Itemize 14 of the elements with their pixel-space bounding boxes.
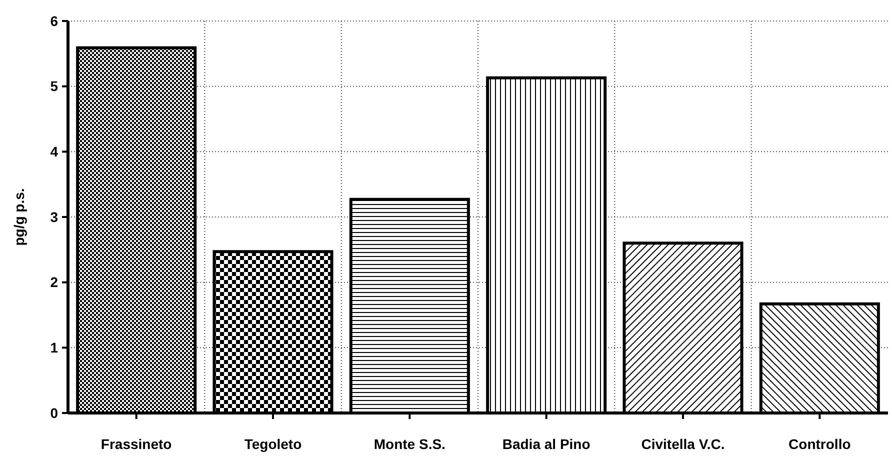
x-tick-label: Badia al Pino <box>502 436 590 452</box>
y-tick-label: 6 <box>50 12 58 29</box>
y-axis-title: pg/g p.s. <box>11 188 27 246</box>
y-tick-label: 5 <box>50 78 58 94</box>
x-tick-label: Civitella V.C. <box>641 436 725 452</box>
y-tick-label: 2 <box>50 274 58 290</box>
x-tick-label: Monte S.S. <box>374 436 446 452</box>
y-tick-label: 1 <box>50 340 58 356</box>
y-tick-label: 4 <box>50 144 58 160</box>
y-tick-label: 3 <box>50 208 58 225</box>
y-tick-label: 0 <box>50 404 58 421</box>
x-tick-label: Frassineto <box>100 436 172 452</box>
x-tick-label: Controllo <box>788 436 851 452</box>
x-tick-label: Tegoleto <box>244 436 302 452</box>
